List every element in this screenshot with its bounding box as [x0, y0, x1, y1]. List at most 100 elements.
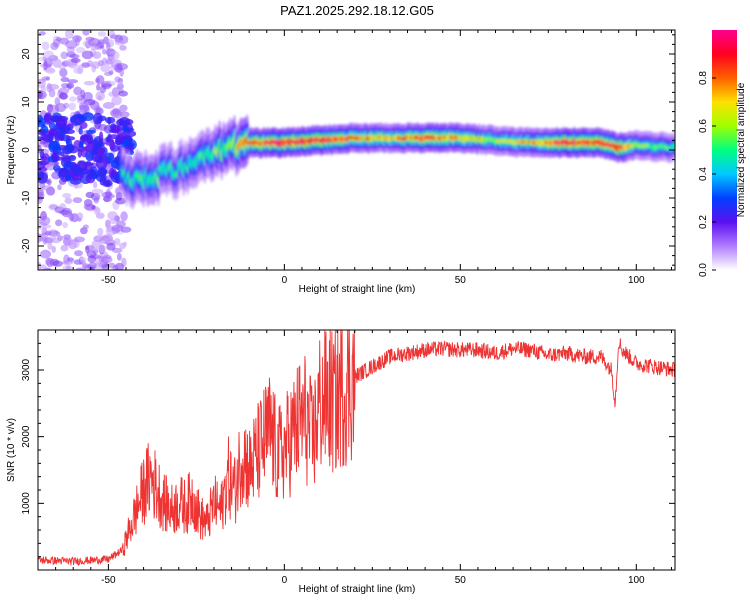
heatmap-noise-cell: [91, 188, 104, 195]
heatmap-ridge: [120, 114, 675, 210]
heatmap-noise-cell: [43, 57, 53, 68]
heatmap-noise-cell: [88, 37, 101, 47]
colorbar-tick-label: 0.2: [698, 215, 709, 229]
colorbar-tick-label: 0.8: [698, 71, 709, 85]
heatmap-noise-cell: [102, 101, 115, 109]
heatmap-noise-cell: [112, 264, 119, 270]
heatmap-noise-cell: [81, 263, 90, 269]
heatmap-noise-cell: [98, 131, 104, 143]
snr-panel: -50 0 50 100 1000 2000 3000 Height of straight…: [6, 329, 676, 595]
spectrogram-xtick-label: 50: [455, 275, 467, 286]
heatmap-noise-cell: [85, 129, 96, 135]
snr-xtick-label: -50: [101, 575, 116, 586]
heatmap-noise-cell: [116, 119, 126, 127]
heatmap-noise-cell: [116, 252, 122, 261]
heatmap-noise-cell: [55, 116, 68, 128]
heatmap-noise-cell: [83, 99, 96, 106]
spectrogram-xtick-label: 0: [282, 275, 288, 286]
spectrogram-ytick-label: -10: [21, 190, 32, 205]
heatmap-noise-cell: [97, 31, 107, 37]
heatmap-noise-cell: [110, 34, 119, 39]
heatmap-noise-cell: [65, 40, 78, 49]
heatmap-noise-cell: [62, 192, 72, 199]
spectrogram-xlabel: Height of straight line (km): [299, 284, 416, 295]
heatmap-noise-cell: [78, 126, 83, 135]
snr-xlabel: Height of straight line (km): [299, 584, 416, 595]
heatmap-noise-cell: [48, 140, 61, 151]
heatmap-noise-cell: [62, 222, 69, 229]
heatmap-noise-cell: [74, 250, 83, 257]
heatmap-noise-cell: [64, 30, 74, 39]
heatmap-noise-cell: [57, 87, 70, 95]
heatmap-noise-cell: [73, 236, 86, 243]
heatmap-noise-cell: [80, 134, 89, 142]
spectrogram-ytick-label: 20: [21, 48, 32, 60]
heatmap-noise-cell: [65, 138, 71, 145]
heatmap-noise-cell: [91, 61, 100, 69]
snr-xtick-label: 0: [282, 575, 288, 586]
heatmap-noise-cell: [38, 89, 42, 99]
heatmap-noise-cell: [42, 50, 55, 61]
heatmap-noise-cell: [97, 147, 105, 156]
colorbar-tick-label: 0.6: [698, 119, 709, 133]
heatmap-noise-cell: [122, 241, 128, 246]
spectrogram-xtick-label: 100: [628, 275, 645, 286]
heatmap-noise-cell: [77, 148, 82, 158]
heatmap-noise-cell: [112, 107, 121, 115]
heatmap-noise-cell: [87, 255, 97, 263]
heatmap-noise-cell: [49, 128, 55, 138]
heatmap-noise-cell: [56, 36, 62, 42]
heatmap-noise-cell: [50, 42, 59, 51]
heatmap-noise-cell: [108, 134, 120, 140]
heatmap-noise-cell: [97, 167, 108, 176]
heatmap-noise-cell: [76, 212, 84, 221]
heatmap-noise-cell: [114, 187, 121, 195]
heatmap-noise-cell: [54, 97, 61, 107]
heatmap-noise-cell: [98, 244, 107, 254]
heatmap-noise-cell: [41, 76, 48, 81]
heatmap-noise-cell: [75, 46, 86, 54]
heatmap-noise-cell: [94, 154, 105, 164]
heatmap-noise-cell: [82, 30, 90, 36]
heatmap-noise-cell: [67, 79, 79, 84]
colorbar-tick-label: 0.4: [698, 167, 709, 181]
heatmap-noise-cell: [45, 257, 55, 268]
heatmap-noise-cell: [75, 36, 80, 47]
heatmap-noise-cell: [88, 266, 95, 270]
heatmap-noise-cell: [47, 240, 53, 250]
heatmap-noise-cell: [38, 233, 43, 243]
heatmap-noise-cell: [105, 136, 110, 142]
heatmap-noise-cell: [119, 104, 128, 112]
heatmap-noise-cell: [100, 256, 113, 264]
heatmap-noise-cell: [85, 169, 97, 176]
heatmap-noise-cell: [101, 83, 112, 88]
heatmap-noise-cell: [86, 138, 94, 145]
heatmap-noise-cell: [109, 218, 118, 225]
spectrogram-ticks: -50 0 50 100 -20 -10 0 10 20: [21, 30, 675, 286]
heatmap-noise-cell: [64, 144, 75, 153]
heatmap-noise-cell: [68, 102, 76, 111]
heatmap-noise-cell: [64, 237, 74, 247]
heatmap-noise-cell: [92, 248, 99, 255]
snr-xtick-label: 50: [455, 575, 467, 586]
heatmap-noise-cell: [113, 175, 119, 181]
heatmap-noise-cell: [95, 75, 105, 85]
heatmap-noise-cell: [97, 60, 104, 67]
heatmap-noise-cell: [97, 227, 104, 236]
heatmap-noise-cell: [60, 77, 70, 83]
heatmap-noise-cell: [50, 230, 57, 241]
heatmap-noise-cell: [38, 117, 46, 128]
heatmap-noise-cell: [42, 236, 48, 245]
heatmap-noise-cell: [70, 57, 81, 63]
heatmap-noise-cell: [109, 142, 116, 149]
heatmap-noise-cell: [100, 63, 111, 73]
heatmap-noise-cell: [60, 51, 68, 60]
heatmap-noise-cell: [95, 91, 105, 101]
heatmap-noise-cell: [81, 62, 90, 69]
spectrogram-ylabel: Frequency (Hz): [6, 116, 17, 185]
snr-plot-area: [38, 330, 675, 570]
heatmap-noise-cell: [73, 86, 83, 96]
heatmap-noise-cell: [111, 95, 122, 106]
heatmap-noise-cell: [38, 215, 51, 226]
spectrogram-xtick-label: -50: [101, 275, 116, 286]
